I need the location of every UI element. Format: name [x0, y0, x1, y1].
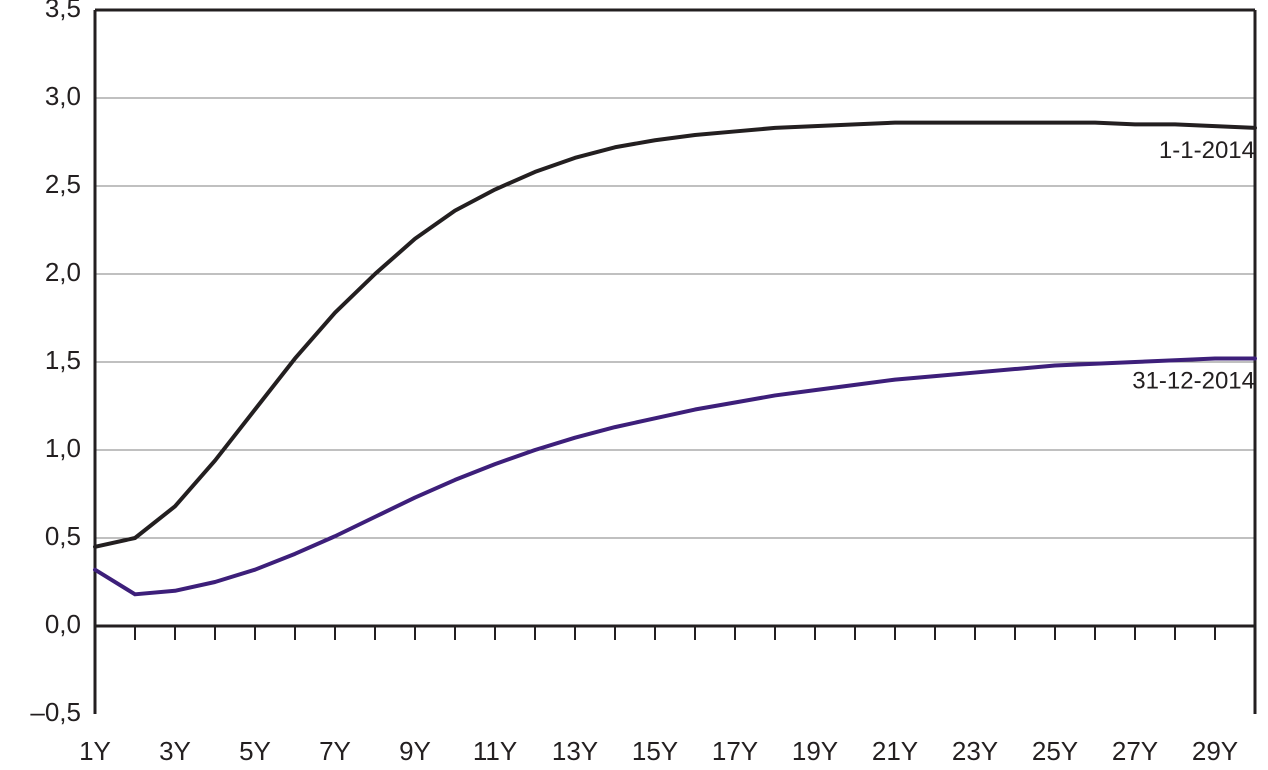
- y-tick-label: 1,5: [45, 345, 81, 375]
- x-tick-label: 9Y: [399, 736, 431, 766]
- series-label-31-12-2014: 31-12-2014: [1132, 367, 1255, 394]
- series-label-1-1-2014: 1-1-2014: [1159, 137, 1255, 164]
- y-tick-label: 3,5: [45, 0, 81, 23]
- y-tick-label: 3,0: [45, 81, 81, 111]
- x-tick-label: 19Y: [792, 736, 838, 766]
- y-tick-label: 0,5: [45, 521, 81, 551]
- x-tick-label: 23Y: [952, 736, 998, 766]
- x-tick-label: 27Y: [1112, 736, 1158, 766]
- x-tick-label: 17Y: [712, 736, 758, 766]
- x-tick-label: 21Y: [872, 736, 918, 766]
- chart-bg: [0, 0, 1268, 770]
- x-tick-label: 13Y: [552, 736, 598, 766]
- yield-curve-chart: –0,5 0,0 0,5 1,0 1,5 2,0 2,5 3,0 3,5 1Y 3Y 5Y 7Y 9Y 11…: [0, 0, 1268, 770]
- y-tick-label: 0,0: [45, 609, 81, 639]
- x-tick-label: 25Y: [1032, 736, 1078, 766]
- y-tick-label: 2,5: [45, 169, 81, 199]
- x-tick-label: 15Y: [632, 736, 678, 766]
- x-tick-label: 5Y: [239, 736, 271, 766]
- y-tick-label: 2,0: [45, 257, 81, 287]
- y-tick-label: –0,5: [30, 697, 81, 727]
- x-tick-label: 29Y: [1192, 736, 1238, 766]
- x-tick-label: 7Y: [319, 736, 351, 766]
- x-tick-label: 11Y: [473, 736, 517, 766]
- y-tick-label: 1,0: [45, 433, 81, 463]
- x-tick-labels: 1Y 3Y 5Y 7Y 9Y 11Y 13Y 15Y 17Y 19Y 21Y 23Y 25Y 27Y 29Y: [79, 736, 1238, 766]
- x-tick-label: 3Y: [159, 736, 191, 766]
- x-tick-label: 1Y: [79, 736, 111, 766]
- chart-svg: –0,5 0,0 0,5 1,0 1,5 2,0 2,5 3,0 3,5 1Y 3Y 5Y 7Y 9Y 11…: [0, 0, 1268, 770]
